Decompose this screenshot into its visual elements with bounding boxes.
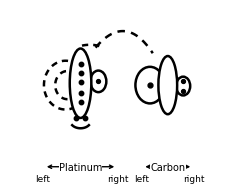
Text: Carbon: Carbon: [150, 163, 185, 173]
Ellipse shape: [90, 70, 106, 92]
Ellipse shape: [159, 56, 177, 114]
Text: left: left: [134, 175, 149, 184]
Ellipse shape: [135, 67, 164, 103]
Ellipse shape: [176, 77, 190, 95]
Text: right: right: [107, 175, 129, 184]
Text: Platinum: Platinum: [59, 163, 102, 173]
Ellipse shape: [70, 49, 91, 118]
Text: right: right: [183, 175, 205, 184]
Text: left: left: [35, 175, 50, 184]
